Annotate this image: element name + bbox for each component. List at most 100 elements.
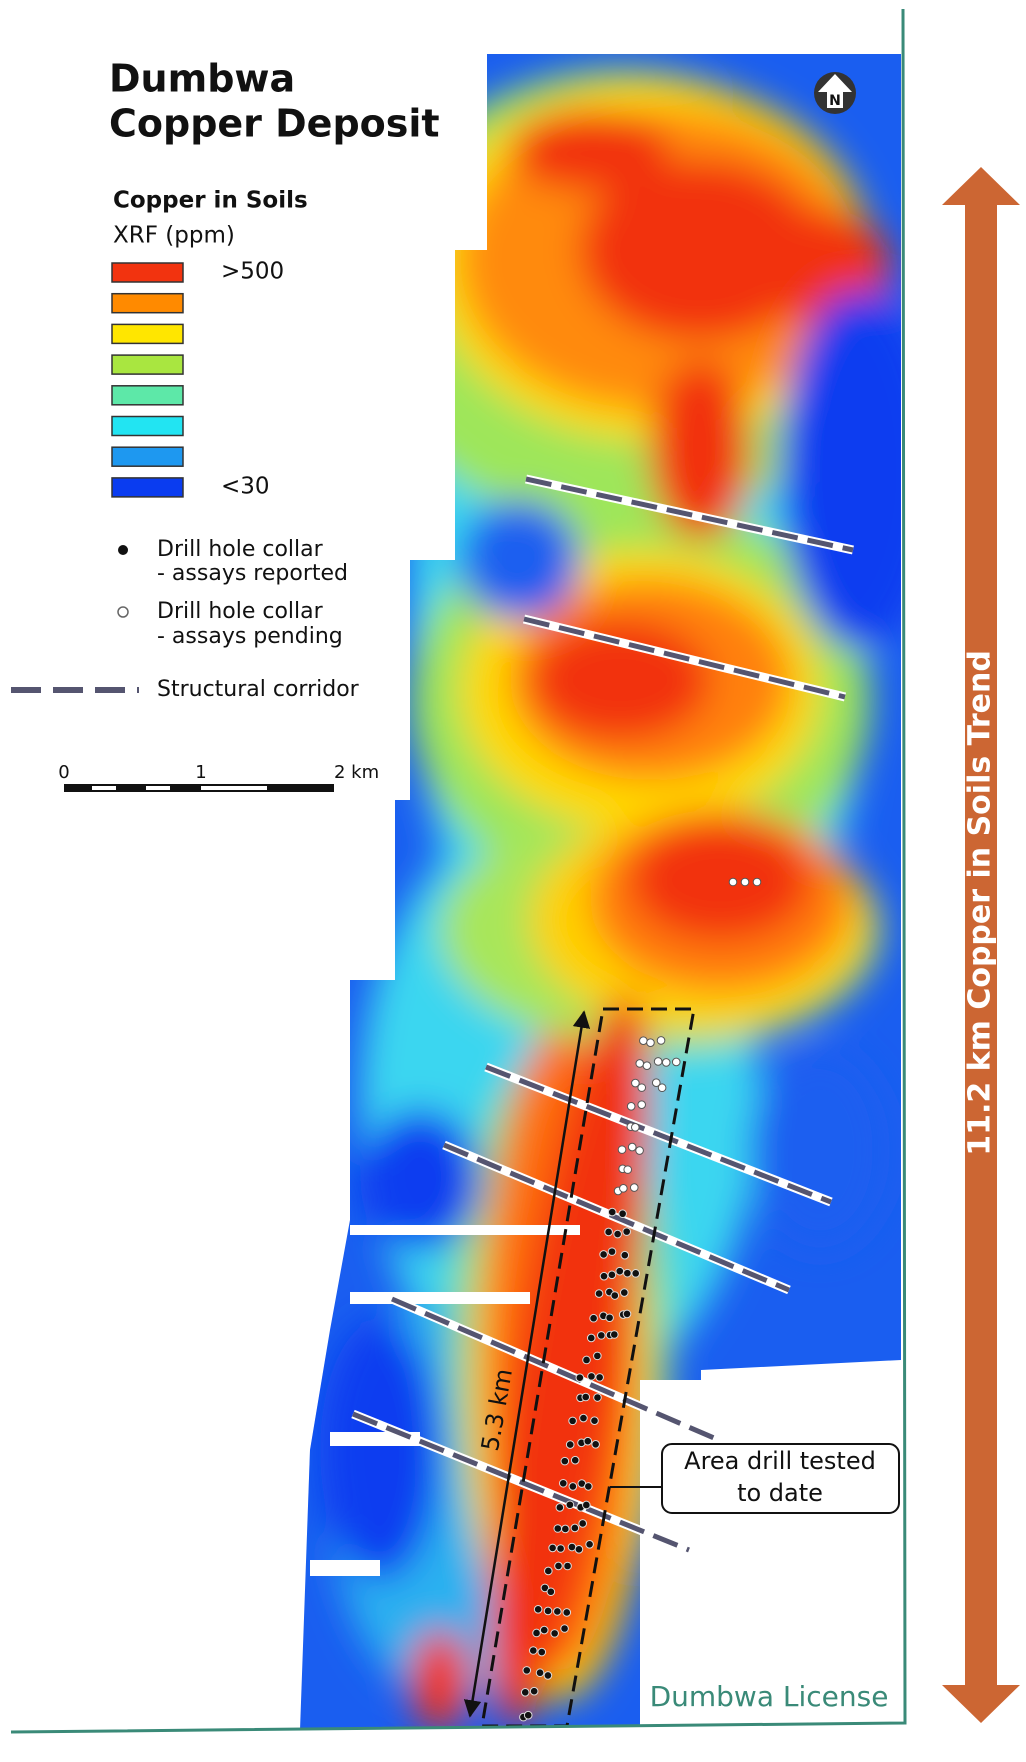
drill-collar xyxy=(629,1183,639,1192)
drill-collar xyxy=(661,1058,671,1067)
callout-text: to date xyxy=(737,1479,823,1507)
drill-collar xyxy=(543,1671,553,1680)
drill-collar xyxy=(622,1227,631,1236)
drill-collar xyxy=(656,1036,666,1045)
survey-gap xyxy=(350,1225,580,1235)
drill-collar xyxy=(563,1561,572,1571)
legend-swatch xyxy=(111,477,184,498)
legend-swatch xyxy=(111,262,184,283)
drill-collar xyxy=(591,1439,600,1449)
heat-blob xyxy=(630,820,810,940)
legend-low-label: <30 xyxy=(221,474,270,500)
drill-collar xyxy=(546,1587,556,1597)
drill-collar xyxy=(582,1500,591,1510)
drill-collar xyxy=(618,1209,627,1219)
trend-arrow: 11.2 km Copper in Soils Trend xyxy=(942,167,1020,1723)
drill-collar xyxy=(627,1142,637,1152)
drill-collar xyxy=(565,1440,575,1449)
drill-collar xyxy=(617,1145,627,1154)
drill-collar xyxy=(604,1227,613,1237)
legend-item-label: Drill hole collar xyxy=(157,599,324,624)
callout-box xyxy=(661,1443,900,1514)
drill-collar xyxy=(550,1629,559,1638)
drill-collar xyxy=(637,1100,646,1109)
drill-collar xyxy=(630,1122,640,1132)
legend-subtitle: XRF (ppm) xyxy=(113,223,235,249)
heat-blob xyxy=(750,1050,890,1250)
corridor-line xyxy=(525,476,854,553)
drill-collar xyxy=(553,1607,562,1616)
drill-collar xyxy=(590,1416,599,1426)
legend-swatch xyxy=(111,354,184,375)
drill-collar xyxy=(642,1061,652,1070)
heat-blob xyxy=(510,110,670,190)
drill-collar xyxy=(728,877,738,887)
survey-gap xyxy=(310,1560,380,1576)
license-boundary xyxy=(10,8,907,1734)
license-label: Dumbwa License xyxy=(650,1680,889,1713)
heat-blob xyxy=(780,290,901,650)
legend-item-label: Structural corridor xyxy=(157,677,360,702)
drill-collar xyxy=(528,1646,538,1655)
drill-collar xyxy=(539,1625,549,1635)
drill-collar xyxy=(537,1647,547,1657)
drill-collar xyxy=(522,1666,532,1675)
drill-collar xyxy=(587,1372,596,1381)
drill-collar xyxy=(619,1288,629,1297)
scale-label: 1 xyxy=(195,762,206,783)
scale-bar: 0 1 2 km xyxy=(58,762,379,792)
drill-collar xyxy=(740,877,750,887)
drill-collar xyxy=(594,1289,604,1298)
heat-blob xyxy=(650,360,750,540)
drill-collar xyxy=(620,1250,630,1260)
scale-bar-segment xyxy=(92,786,116,790)
drill-collar xyxy=(613,1229,622,1239)
drill-collar xyxy=(555,1503,565,1512)
north-arrow-shape xyxy=(818,74,852,108)
drill-collar xyxy=(568,1482,578,1491)
title: Copper Deposit xyxy=(109,102,440,146)
drill-collar xyxy=(623,1165,633,1174)
drill-collar xyxy=(635,1146,644,1155)
drill-collar xyxy=(607,1207,617,1217)
title: Dumbwa xyxy=(109,57,295,101)
drill-collar xyxy=(583,1436,593,1446)
heat-blob xyxy=(460,500,580,620)
drill-collar xyxy=(565,1500,575,1510)
north-arrow: N xyxy=(814,72,856,114)
drill-collar xyxy=(671,1057,681,1067)
drill-length-arrow xyxy=(463,1010,591,1718)
corridor-line xyxy=(391,1296,715,1441)
drill-collar xyxy=(520,1688,530,1697)
drill-collar xyxy=(631,1078,640,1088)
drill-collar xyxy=(532,1628,541,1638)
legend-item-sublabel: - assays reported xyxy=(157,561,348,586)
drill-collar xyxy=(610,1291,620,1300)
drill-collar xyxy=(535,1668,545,1678)
drill-collar xyxy=(584,1482,593,1491)
scale-bar-frame xyxy=(64,784,334,792)
legend-item-label: Drill hole collar xyxy=(157,537,324,562)
drill-collar xyxy=(610,1330,619,1339)
scale-label: 0 xyxy=(58,762,69,783)
drill-collar xyxy=(570,1523,580,1533)
drill-collar xyxy=(578,1519,588,1528)
drill-collar xyxy=(556,1544,565,1553)
drill-collar xyxy=(646,1038,655,1047)
drill-collar xyxy=(585,1540,594,1549)
drill-collar xyxy=(622,1309,632,1319)
drill-collar xyxy=(657,1083,667,1093)
legend-swatch xyxy=(111,415,184,437)
drill-collar xyxy=(593,1393,602,1402)
legend-swatch xyxy=(111,292,184,314)
scale-bar-segment xyxy=(146,786,170,790)
drill-collar xyxy=(560,1456,570,1466)
corridor-line xyxy=(443,1142,790,1293)
drill-collar xyxy=(599,1271,609,1281)
heat-blob xyxy=(320,1320,440,1580)
drill-collar xyxy=(562,1608,572,1617)
legend-high-label: >500 xyxy=(221,259,284,285)
drill-collar xyxy=(582,1355,591,1365)
